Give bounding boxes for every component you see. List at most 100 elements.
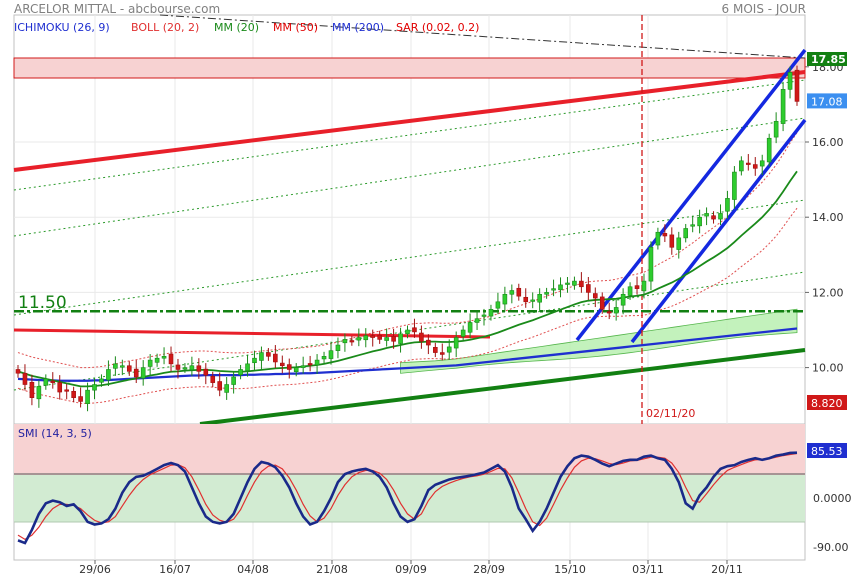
candle-body (488, 309, 494, 317)
x-tick-label: 20/11 (711, 563, 743, 576)
candle-body (266, 352, 271, 357)
ma200-line (17, 327, 798, 382)
candle-body (426, 339, 431, 346)
candle-body (732, 171, 737, 200)
candle-body (648, 246, 654, 282)
candle-body (113, 363, 118, 369)
last-price-label: 17.08 (811, 95, 843, 108)
candle-body (655, 231, 661, 246)
y-tick-label: 14.00 (812, 211, 844, 224)
candle-body (203, 368, 209, 376)
x-tick-label: 03/11 (632, 563, 664, 576)
candle-body (405, 329, 410, 335)
candle-body (787, 72, 793, 90)
candle-body (683, 228, 689, 239)
candle-body (725, 198, 730, 212)
candle-body (572, 280, 577, 286)
candle-body (224, 384, 229, 393)
candle-body (613, 307, 619, 314)
candle-body (766, 137, 772, 163)
candle-body (398, 333, 403, 344)
y-tick-label: 12.00 (812, 286, 844, 299)
y-tick-label: 10.00 (812, 362, 844, 375)
candle-body (363, 335, 369, 341)
candle-body (551, 288, 556, 291)
candle-body (182, 367, 188, 370)
smi-title: SMI (14, 3, 5) (18, 427, 92, 440)
smi-line (17, 451, 798, 545)
candle-body (599, 296, 605, 310)
candle-body (746, 162, 751, 165)
candle-body (718, 213, 723, 220)
candle-body (126, 365, 132, 372)
candle-body (161, 356, 167, 359)
candle-body (92, 384, 97, 391)
candle-body (704, 213, 709, 217)
candle-body (752, 164, 758, 169)
candle-body (140, 367, 146, 379)
support-price-tag (807, 395, 847, 410)
period-label: 6 MOIS - JOUR (721, 2, 806, 16)
x-tick-label: 28/09 (473, 563, 505, 576)
candle-body (697, 216, 702, 227)
long-resistance-trendline (13, 70, 806, 172)
candle-body (502, 293, 508, 305)
candle-body (620, 293, 626, 306)
candle-body (245, 363, 250, 371)
candle-body (106, 369, 111, 381)
candle-body (530, 299, 535, 302)
candle-body (300, 365, 306, 368)
x-tick-label: 16/07 (159, 563, 191, 576)
smi-last-value-label: 85.53 (811, 445, 843, 458)
candle-body (43, 378, 49, 386)
support-price-label: 8.820 (811, 397, 843, 410)
candle-body (627, 286, 633, 296)
candle-body (120, 365, 125, 368)
candles-group (15, 65, 800, 412)
ma20-line (17, 170, 798, 388)
candle-body (384, 337, 389, 341)
horizontal-resistance-line (13, 328, 491, 339)
candle-body (307, 363, 313, 366)
x-tick-label: 04/08 (237, 563, 269, 576)
candle-body (238, 369, 243, 376)
candle-body (711, 215, 716, 220)
candle-body (50, 380, 56, 383)
candle-body (634, 285, 640, 289)
x-tick-label: 15/10 (554, 563, 586, 576)
channel-dotted-line (13, 79, 806, 191)
candle-body (669, 234, 675, 248)
candle-body (196, 365, 202, 372)
smi-last-value-tag (807, 443, 847, 458)
long-support-trendline (199, 348, 806, 426)
candle-body (641, 280, 647, 292)
candle-body (391, 336, 396, 342)
channel-dotted-line (13, 117, 806, 237)
candle-body (273, 353, 278, 363)
candle-body (676, 237, 682, 250)
candle-body (154, 357, 160, 363)
candle-body (210, 375, 216, 383)
candle-body (446, 346, 452, 353)
ichimoku-cloud (400, 308, 798, 374)
candle-body (467, 322, 473, 333)
candle-body (252, 357, 257, 364)
candle-body (78, 396, 83, 402)
candle-body (280, 362, 285, 367)
candle-body (189, 365, 195, 371)
candle-body (36, 386, 42, 400)
channel-upper-line (575, 48, 807, 342)
candle-body (759, 160, 765, 167)
bollinger-lower (17, 207, 798, 404)
indicator-mm50: MM (50) (273, 21, 319, 34)
candle-body (377, 334, 382, 340)
candle-body (586, 284, 591, 293)
candle-body (495, 301, 501, 309)
candle-body (85, 389, 90, 404)
indicator-mm20: MM (20) (214, 21, 260, 34)
descending-trendline (159, 14, 806, 59)
candle-body (433, 346, 438, 353)
candle-body (370, 335, 376, 338)
